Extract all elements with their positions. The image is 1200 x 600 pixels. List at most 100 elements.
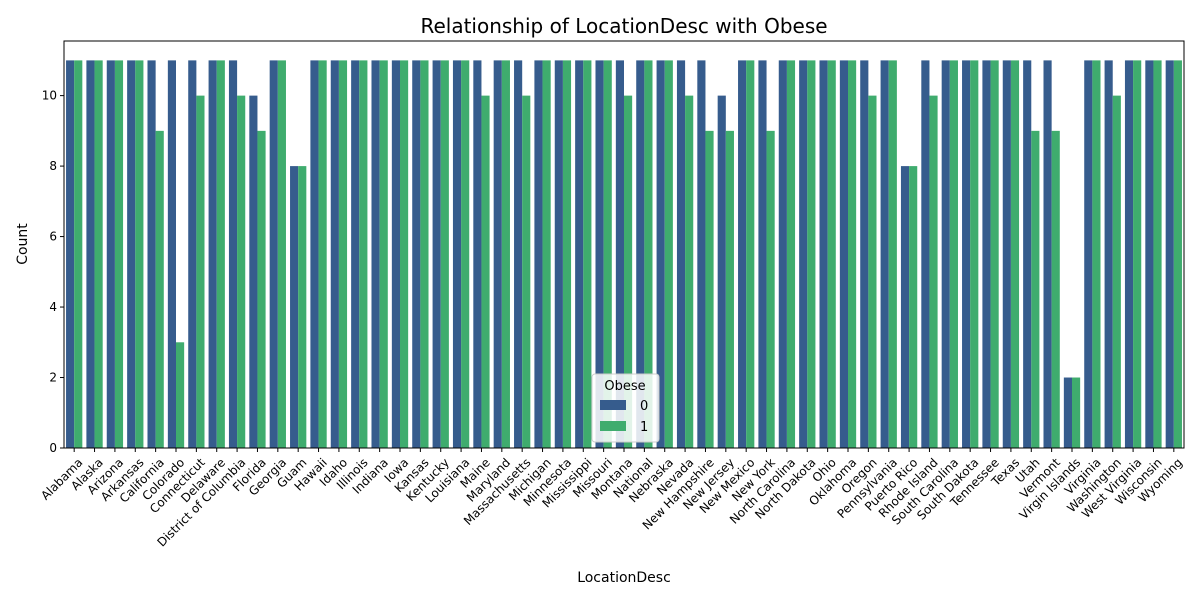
bar-minnesota-obese-0	[554, 60, 563, 448]
bar-nevada-obese-1	[685, 95, 694, 449]
bar-hawaii-obese-1	[318, 60, 327, 448]
bar-kentucky-obese-1	[440, 60, 449, 448]
y-tick-label: 10	[42, 89, 57, 103]
legend-label-1: 1	[640, 420, 648, 435]
bar-kansas-obese-1	[420, 60, 429, 448]
bar-massachusetts-obese-0	[514, 60, 523, 448]
bar-ohio-obese-1	[827, 60, 836, 448]
y-tick-label: 6	[49, 230, 57, 244]
bar-louisiana-obese-0	[452, 60, 462, 448]
bar-massachusetts-obese-1	[522, 95, 531, 449]
bar-new-hampshire-obese-0	[697, 60, 706, 448]
bar-montana-obese-1	[624, 95, 633, 449]
bars-group	[66, 60, 1182, 449]
legend: Obese 0 1	[591, 373, 660, 443]
bar-washington-obese-0	[1104, 60, 1113, 448]
bar-guam-obese-0	[290, 166, 299, 448]
bar-kentucky-obese-0	[432, 60, 441, 448]
bar-michigan-obese-1	[542, 60, 551, 448]
bar-wyoming-obese-0	[1165, 60, 1174, 448]
bar-georgia-obese-0	[269, 60, 278, 448]
bar-new-jersey-obese-1	[725, 130, 734, 449]
bar-florida-obese-1	[257, 130, 266, 449]
bar-maine-obese-1	[481, 95, 490, 449]
bar-illinois-obese-0	[351, 60, 360, 448]
bar-louisiana-obese-1	[461, 60, 470, 448]
bar-tennessee-obese-0	[982, 60, 991, 448]
bar-west-virginia-obese-1	[1133, 60, 1142, 448]
y-tick-label: 0	[49, 441, 57, 455]
bar-iowa-obese-0	[391, 60, 400, 448]
bar-pennsylvania-obese-1	[888, 60, 897, 448]
bar-vermont-obese-1	[1051, 130, 1060, 449]
bar-texas-obese-1	[1010, 60, 1020, 448]
bar-virginia-obese-0	[1084, 60, 1093, 448]
bar-guam-obese-1	[298, 166, 307, 448]
bar-pennsylvania-obese-0	[880, 60, 889, 448]
bar-california-obese-1	[155, 130, 164, 449]
legend-label-0: 0	[640, 399, 648, 414]
bar-maryland-obese-1	[501, 60, 510, 448]
bar-arizona-obese-1	[114, 60, 124, 448]
bar-nebraska-obese-0	[656, 60, 665, 448]
bar-puerto-rico-obese-0	[900, 166, 910, 448]
bar-district-of-columbia-obese-0	[228, 60, 238, 448]
bar-missouri-obese-1	[603, 60, 612, 448]
bar-georgia-obese-1	[277, 60, 286, 448]
bar-nebraska-obese-1	[664, 60, 673, 448]
legend-swatch-1	[600, 421, 626, 431]
bar-missouri-obese-0	[595, 60, 604, 448]
chart-title: Relationship of LocationDesc with Obese	[420, 14, 827, 38]
bar-south-carolina-obese-1	[949, 60, 958, 448]
bar-west-virginia-obese-0	[1124, 60, 1134, 448]
bar-indiana-obese-1	[379, 60, 388, 448]
bar-maryland-obese-0	[493, 60, 502, 448]
bar-washington-obese-1	[1112, 95, 1121, 449]
y-axis-label: Count	[15, 223, 31, 265]
bar-rhode-island-obese-0	[921, 60, 930, 448]
bar-hawaii-obese-0	[310, 60, 319, 448]
y-axis: 0 2 4 6 8 10	[42, 89, 64, 455]
bar-north-carolina-obese-0	[778, 60, 787, 448]
bar-florida-obese-0	[249, 95, 258, 449]
bar-illinois-obese-1	[359, 60, 368, 448]
bar-new-york-obese-1	[766, 130, 775, 449]
bar-district-of-columbia-obese-1	[237, 95, 246, 449]
bar-north-dakota-obese-1	[807, 60, 816, 448]
bar-montana-obese-0	[615, 60, 624, 448]
bar-iowa-obese-1	[400, 60, 409, 448]
bar-nevada-obese-0	[676, 60, 686, 448]
bar-colorado-obese-1	[176, 342, 185, 448]
bar-vermont-obese-0	[1043, 60, 1052, 448]
bar-virgin-islands-obese-0	[1063, 377, 1072, 448]
bar-new-hampshire-obese-1	[705, 130, 714, 449]
bar-utah-obese-1	[1031, 130, 1040, 449]
bar-delaware-obese-1	[216, 60, 225, 448]
bar-california-obese-0	[147, 60, 156, 448]
bar-alaska-obese-0	[86, 60, 95, 448]
bar-kansas-obese-0	[412, 60, 421, 448]
bar-colorado-obese-0	[167, 60, 176, 448]
bar-alaska-obese-1	[94, 60, 103, 448]
legend-title: Obese	[604, 379, 645, 394]
bar-north-dakota-obese-0	[799, 60, 808, 448]
bar-oregon-obese-0	[860, 60, 869, 448]
bar-texas-obese-0	[1002, 60, 1011, 448]
bar-delaware-obese-0	[208, 60, 217, 448]
plot-frame	[63, 40, 1185, 449]
bar-new-jersey-obese-0	[717, 95, 726, 449]
bar-wyoming-obese-1	[1173, 60, 1182, 448]
bar-arizona-obese-0	[106, 60, 115, 448]
x-axis-label: LocationDesc	[577, 570, 671, 586]
bar-new-york-obese-0	[758, 60, 767, 448]
bar-mississippi-obese-1	[583, 60, 592, 448]
bar-michigan-obese-0	[534, 60, 543, 448]
bar-puerto-rico-obese-1	[909, 166, 918, 448]
bar-rhode-island-obese-1	[929, 95, 938, 449]
bar-south-carolina-obese-0	[941, 60, 950, 448]
bar-oklahoma-obese-0	[839, 60, 848, 448]
bar-arkansas-obese-0	[127, 60, 136, 448]
y-tick-label: 4	[49, 300, 57, 314]
bar-idaho-obese-1	[338, 60, 348, 448]
